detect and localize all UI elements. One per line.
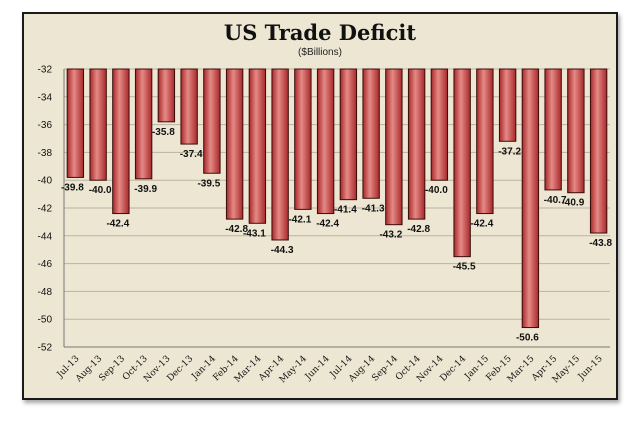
- y-tick-label: -32: [38, 65, 53, 76]
- data-label: -41.3: [362, 203, 385, 214]
- chart-title: US Trade Deficit: [223, 20, 417, 45]
- x-tick-label: Dec-13: [165, 354, 195, 384]
- bar: [248, 68, 267, 224]
- bar: [316, 68, 335, 215]
- y-tick-label: -42: [38, 204, 53, 215]
- data-label: -37.2: [498, 146, 521, 157]
- y-tick-label: -36: [38, 120, 53, 131]
- bar: [66, 68, 85, 178]
- data-label: -45.5: [453, 262, 476, 273]
- bar: [294, 68, 312, 210]
- bar: [589, 68, 608, 234]
- x-tick-label: Sep-13: [97, 354, 127, 384]
- data-label: -37.4: [180, 149, 203, 160]
- bar: [453, 68, 471, 258]
- y-tick-label: -34: [38, 92, 53, 103]
- bar: [362, 68, 380, 199]
- data-label: -42.4: [106, 219, 129, 230]
- bar: [385, 68, 403, 226]
- bar: [157, 68, 176, 123]
- bar: [498, 68, 517, 142]
- y-tick-label: -44: [38, 231, 53, 242]
- data-label: -42.4: [316, 219, 339, 230]
- bar: [89, 68, 107, 181]
- y-tick-label: -48: [38, 287, 53, 298]
- bar: [271, 68, 289, 241]
- bar: [112, 68, 130, 215]
- bar: [476, 68, 494, 215]
- data-label: -42.8: [225, 224, 248, 235]
- data-label: -43.2: [379, 230, 402, 241]
- y-tick-label: -46: [38, 259, 53, 270]
- bar: [544, 68, 562, 191]
- y-tick-label: -38: [38, 148, 53, 159]
- x-tick-label: Sep-14: [370, 354, 400, 384]
- data-label: -44.3: [271, 245, 294, 256]
- bar: [134, 68, 153, 180]
- data-label: -35.8: [152, 127, 175, 138]
- data-label: -40.0: [425, 185, 448, 196]
- bar: [180, 68, 198, 145]
- x-tick-label: Jun-15: [576, 354, 605, 383]
- data-label: -43.1: [243, 228, 266, 239]
- y-tick-label: -52: [38, 343, 53, 354]
- data-label: -43.8: [589, 238, 612, 249]
- bar: [567, 68, 585, 194]
- y-tick-label: -50: [38, 315, 53, 326]
- data-label: -42.4: [470, 219, 493, 230]
- data-label: -41.4: [334, 205, 357, 216]
- data-label: -39.8: [61, 182, 84, 193]
- bar: [521, 68, 540, 329]
- data-label: -42.8: [407, 224, 430, 235]
- data-label: -39.9: [134, 184, 157, 195]
- data-label: -39.5: [197, 178, 220, 189]
- x-tick-label: Dec-14: [438, 354, 468, 384]
- bar: [339, 68, 358, 201]
- bar: [203, 68, 221, 174]
- data-label: -42.1: [288, 214, 311, 225]
- data-label: -40.7: [544, 195, 567, 206]
- data-label: -40.0: [89, 185, 112, 196]
- bar: [430, 68, 449, 181]
- data-label: -50.6: [516, 333, 539, 344]
- x-tick-label: Jun-14: [303, 354, 332, 383]
- chart-subtitle: ($Billions): [298, 47, 342, 58]
- bar: [225, 68, 244, 220]
- bar: [407, 68, 426, 220]
- y-tick-label: -40: [38, 176, 53, 187]
- data-label: -40.9: [561, 198, 584, 209]
